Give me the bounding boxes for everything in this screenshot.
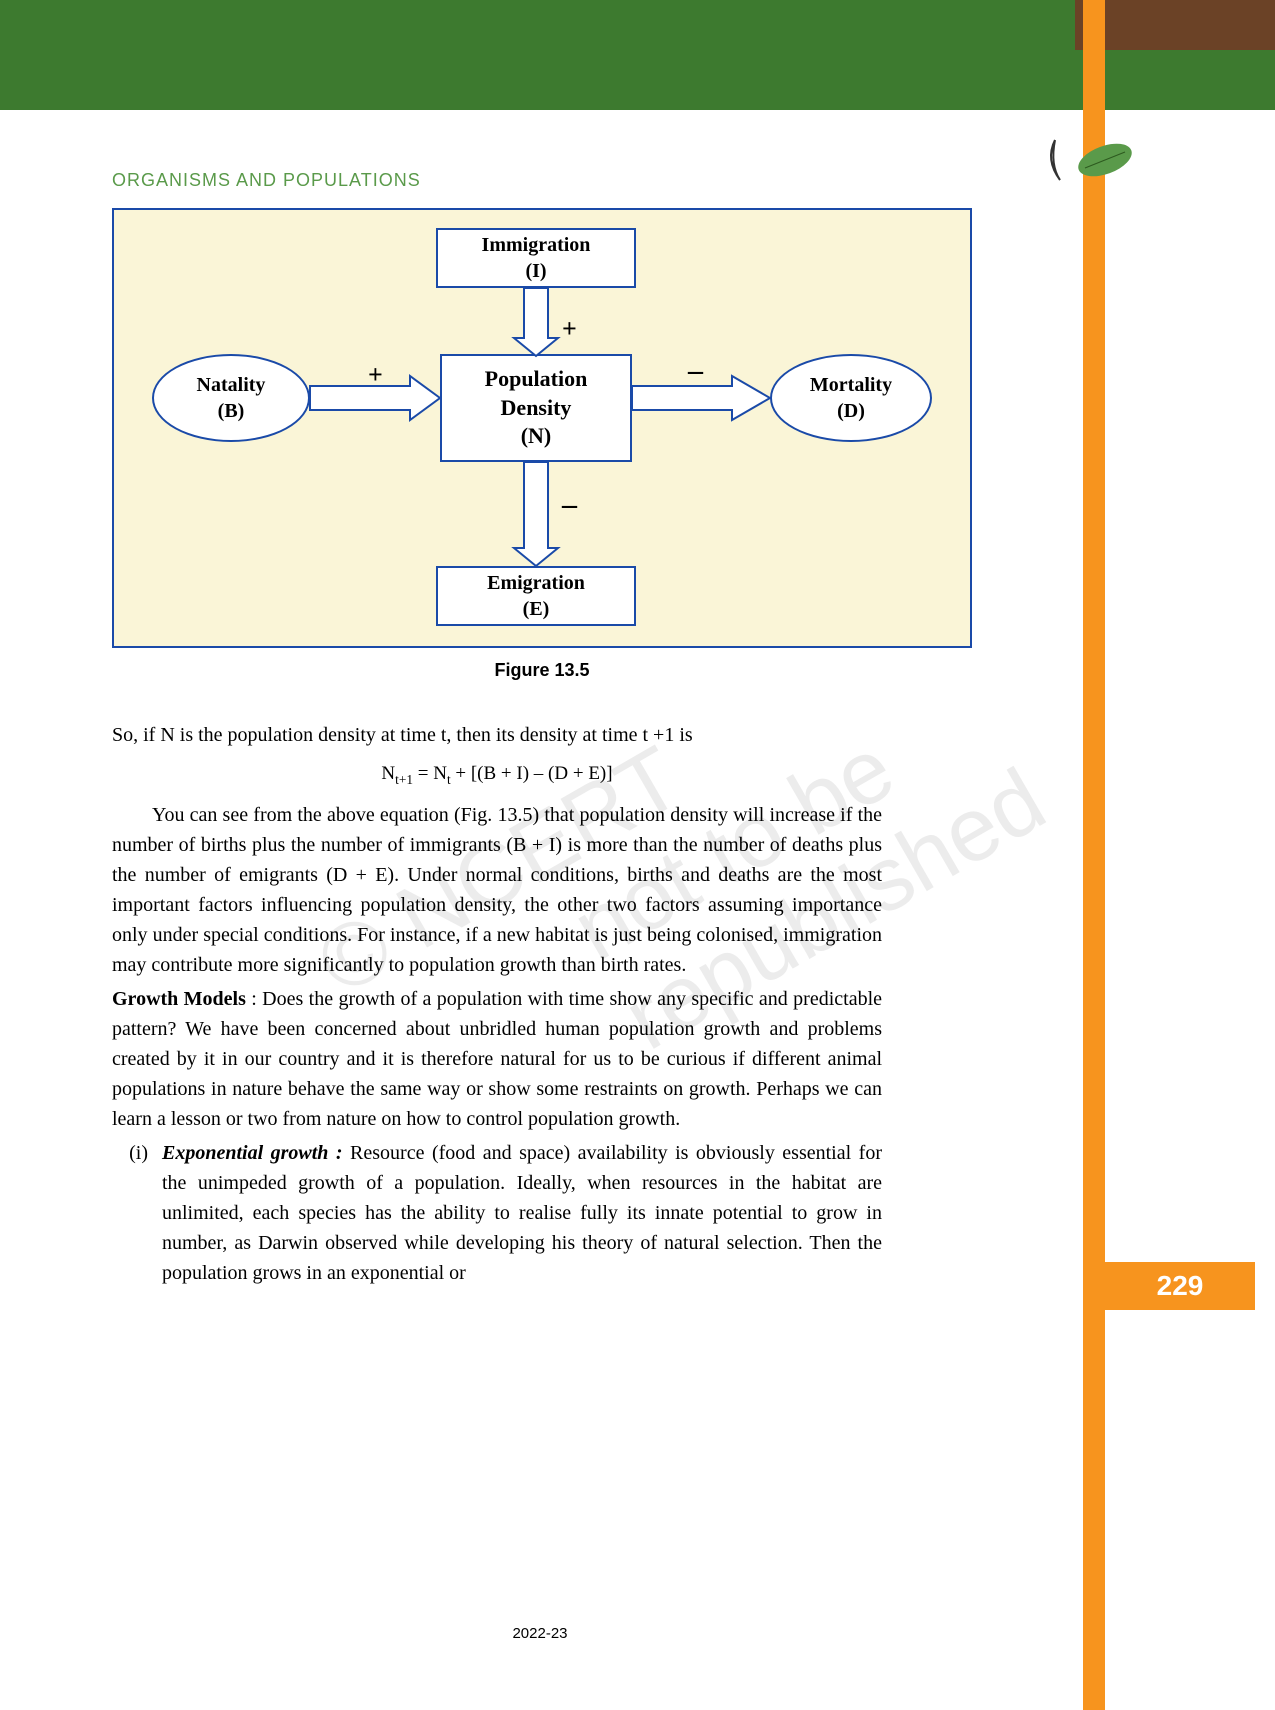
subsection-title: Exponential growth : <box>162 1142 343 1164</box>
subsection: (i) Exponential growth : Resource (food … <box>112 1138 882 1288</box>
footer-year: 2022-23 <box>0 1625 1080 1642</box>
paragraph: Growth Models : Does the growth of a pop… <box>112 984 882 1134</box>
chapter-header: ORGANISMS AND POPULATIONS <box>112 170 421 191</box>
population-diagram: Immigration (I) Natality (B) Population … <box>112 208 972 648</box>
page-number: 229 <box>1105 1262 1255 1310</box>
node-label: (I) <box>525 258 546 284</box>
node-label: Natality <box>197 372 266 398</box>
sign-plus-left: + <box>368 360 383 390</box>
sign-minus-bottom: – <box>562 488 577 522</box>
node-label: Mortality <box>810 372 892 398</box>
node-natality: Natality (B) <box>152 354 310 442</box>
leaf-icon <box>1035 130 1135 190</box>
eq-part: = N <box>413 763 447 784</box>
sign-minus-right: – <box>688 354 703 388</box>
node-label: Density <box>501 394 572 423</box>
equation: Nt+1 = Nt + [(B + I) – (D + E)] <box>112 760 882 790</box>
node-immigration: Immigration (I) <box>436 228 636 288</box>
top-brown-block <box>1075 0 1275 50</box>
subsection-body: Exponential growth : Resource (food and … <box>162 1138 882 1288</box>
eq-part: + [(B + I) – (D + E)] <box>451 763 613 784</box>
paragraph: You can see from the above equation (Fig… <box>112 800 882 980</box>
node-label: (E) <box>523 596 550 622</box>
node-label: Emigration <box>487 570 585 596</box>
intro-line: So, if N is the population density at ti… <box>112 720 882 750</box>
node-population: Population Density (N) <box>440 354 632 462</box>
sign-plus-top: + <box>562 314 577 344</box>
node-label: (D) <box>837 398 865 424</box>
node-emigration: Emigration (E) <box>436 566 636 626</box>
figure-caption: Figure 13.5 <box>112 660 972 681</box>
eq-sub: t+1 <box>395 772 413 787</box>
node-label: (B) <box>218 398 245 424</box>
section-label: Growth Models <box>112 988 246 1010</box>
eq-part: N <box>381 763 395 784</box>
subsection-number: (i) <box>112 1138 162 1288</box>
body-text: So, if N is the population density at ti… <box>112 720 882 1288</box>
orange-side-strip <box>1083 0 1105 1710</box>
node-label: Immigration <box>482 232 591 258</box>
node-label: Population <box>485 365 588 394</box>
node-mortality: Mortality (D) <box>770 354 932 442</box>
node-label: (N) <box>521 422 552 451</box>
